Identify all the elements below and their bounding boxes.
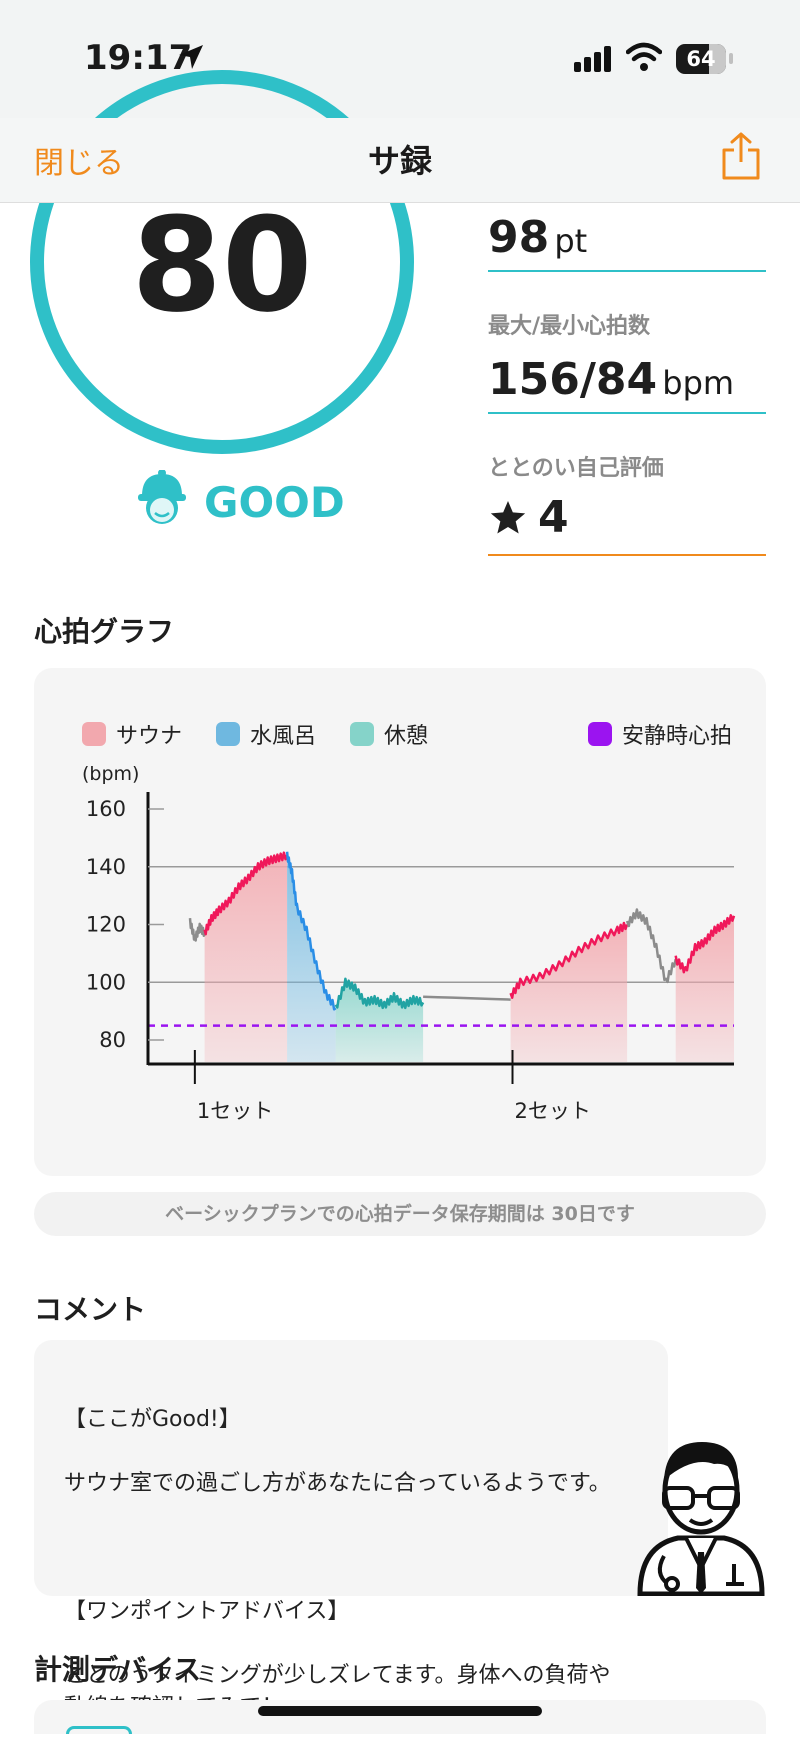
status-time: 19:17 xyxy=(84,38,193,78)
hr-line-set2-out xyxy=(625,908,677,984)
hr-line-set2-sauna2 xyxy=(674,914,736,974)
self-eval-value: 4 xyxy=(538,492,569,543)
legend-water: 水風呂 xyxy=(216,718,316,750)
legend-sauna: サウナ xyxy=(82,718,182,750)
battery-icon: 64 xyxy=(676,44,726,74)
hr-line-between xyxy=(423,995,511,1001)
hr-label: 最大/最小心拍数 xyxy=(488,314,651,339)
self-eval-underline xyxy=(488,554,766,556)
score-value: 80 xyxy=(131,189,313,341)
points-unit: pt xyxy=(554,222,588,260)
device-title: 計測デバイス xyxy=(34,1653,202,1686)
legend-rest: 休憩 xyxy=(350,718,428,750)
hr-value: 156/84 xyxy=(488,354,658,405)
score-rating: GOOD xyxy=(204,478,345,527)
y-tick-label: 100 xyxy=(86,970,126,994)
points-value: 98 xyxy=(488,212,550,263)
sauna-hat-mascot-icon xyxy=(138,470,186,524)
page-title: サ録 xyxy=(367,142,432,180)
hr-line-set1-pre xyxy=(188,917,206,942)
hr-line-set1-sauna xyxy=(203,851,289,936)
heart-rate-chart: (bpm) 160 140 120 100 80 1セット 2セット xyxy=(82,763,736,1123)
wifi-icon xyxy=(626,42,662,71)
comment-good-heading: 【ここがGood!】 xyxy=(64,1407,241,1432)
y-tick-label: 140 xyxy=(86,855,126,879)
y-tick-label: 120 xyxy=(86,913,126,937)
x-tick-label: 1セット xyxy=(197,1099,273,1123)
battery-level: 64 xyxy=(686,47,716,71)
heart-graph-title: 心拍グラフ xyxy=(34,615,175,648)
legend-water-swatch xyxy=(216,722,240,746)
hr-line-set2-sauna xyxy=(509,921,629,999)
legend-resting-swatch xyxy=(588,722,612,746)
legend-rest-swatch xyxy=(350,722,374,746)
legend-water-label: 水風呂 xyxy=(250,724,317,749)
legend-resting-hr: 安静時心拍 xyxy=(588,718,732,750)
comment-advice-heading: 【ワンポイントアドバイス】 xyxy=(64,1599,350,1624)
self-eval-label: ととのい自己評価 xyxy=(488,456,664,481)
phase-fill-set2-sauna2 xyxy=(675,915,734,1062)
x-tick-label: 2セット xyxy=(515,1099,591,1123)
battery-tip xyxy=(729,53,733,64)
y-axis-label: (bpm) xyxy=(82,763,139,785)
legend-resting-label: 安静時心拍 xyxy=(622,724,733,749)
self-eval-stat: 4 xyxy=(488,492,569,543)
star-icon xyxy=(490,500,526,533)
points-stat: 98 pt xyxy=(488,212,587,263)
data-retention-note: ベーシックプランでの心拍データ保存期間は 30日です xyxy=(34,1192,766,1236)
home-indicator xyxy=(258,1706,542,1716)
phase-fill-set2-sauna xyxy=(510,923,628,1062)
y-tick-label: 80 xyxy=(99,1028,126,1052)
hr-line-set1-water xyxy=(285,851,337,1011)
y-tick-label: 160 xyxy=(86,797,126,821)
close-button[interactable]: 閉じる xyxy=(34,146,124,181)
doctor-avatar-icon xyxy=(637,1442,765,1596)
hr-line-set1-rest xyxy=(334,977,425,1010)
legend-sauna-label: サウナ xyxy=(116,724,183,749)
hr-underline xyxy=(488,412,766,414)
device-card[interactable] xyxy=(34,1700,766,1734)
share-icon[interactable] xyxy=(720,130,762,182)
comment-good-text: サウナ室での過ごし方があなたに合っているようです。 xyxy=(64,1471,611,1496)
points-underline xyxy=(488,270,766,272)
phase-fill-set1-water xyxy=(287,851,336,1062)
legend-rest-label: 休憩 xyxy=(384,724,429,749)
comment-body: 【ここがGood!】 サウナ室での過ごし方があなたに合っているようです。 【ワン… xyxy=(64,1372,644,1756)
hr-unit: bpm xyxy=(662,364,735,402)
hr-stat: 156/84 bpm xyxy=(488,354,734,405)
legend-sauna-swatch xyxy=(82,722,106,746)
phase-fill-set1-rest xyxy=(335,978,424,1062)
comment-card xyxy=(34,1340,668,1596)
nav-bar xyxy=(0,118,800,203)
device-icon xyxy=(66,1726,132,1734)
cellular-signal-icon xyxy=(574,46,611,72)
location-arrow-icon xyxy=(179,45,203,69)
comment-title: コメント xyxy=(34,1293,147,1326)
